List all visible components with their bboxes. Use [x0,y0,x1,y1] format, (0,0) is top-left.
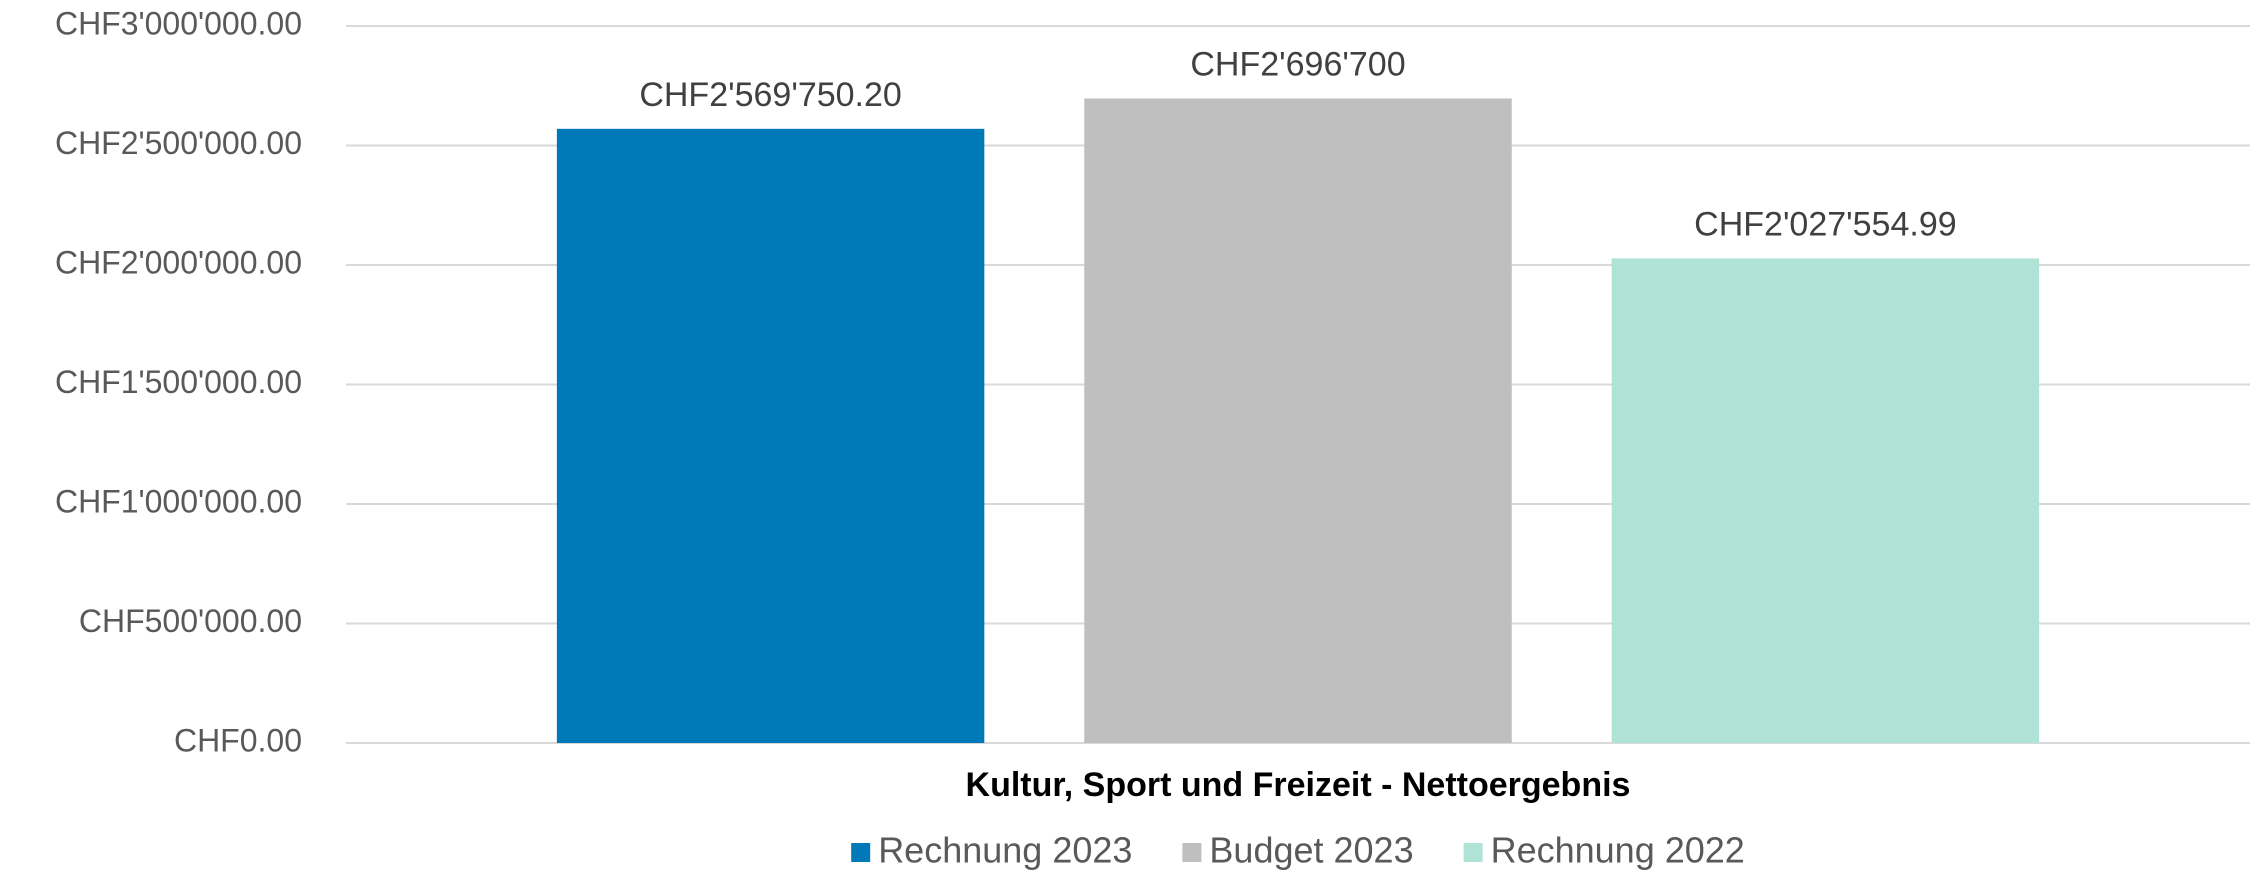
legend-label: Budget 2023 [1209,830,1413,871]
bar [1611,258,2040,743]
legend-swatch [1463,843,1483,862]
y-tick-label: CHF2'500'000.00 [55,125,302,161]
bar [556,128,985,743]
data-label: CHF2'569'750.20 [639,76,902,114]
x-tick-label: Kultur, Sport und Freizeit - Nettoergebn… [966,766,1631,804]
y-tick-label: CHF1'000'000.00 [55,483,302,519]
y-tick-label: CHF1'500'000.00 [55,364,302,400]
y-tick-label: CHF2'000'000.00 [55,244,302,280]
bar [1084,98,1512,743]
y-tick-label: CHF500'000.00 [79,603,302,639]
legend-label: Rechnung 2022 [1491,830,1745,871]
y-tick-label: CHF3'000'000.00 [55,5,302,41]
data-label: CHF2'027'554.99 [1694,205,1957,243]
data-label: CHF2'696'700 [1190,45,1405,83]
legend-label: Rechnung 2023 [878,830,1132,871]
legend-swatch [851,843,871,862]
y-tick-label: CHF0.00 [174,722,302,758]
legend-swatch [1182,843,1202,862]
